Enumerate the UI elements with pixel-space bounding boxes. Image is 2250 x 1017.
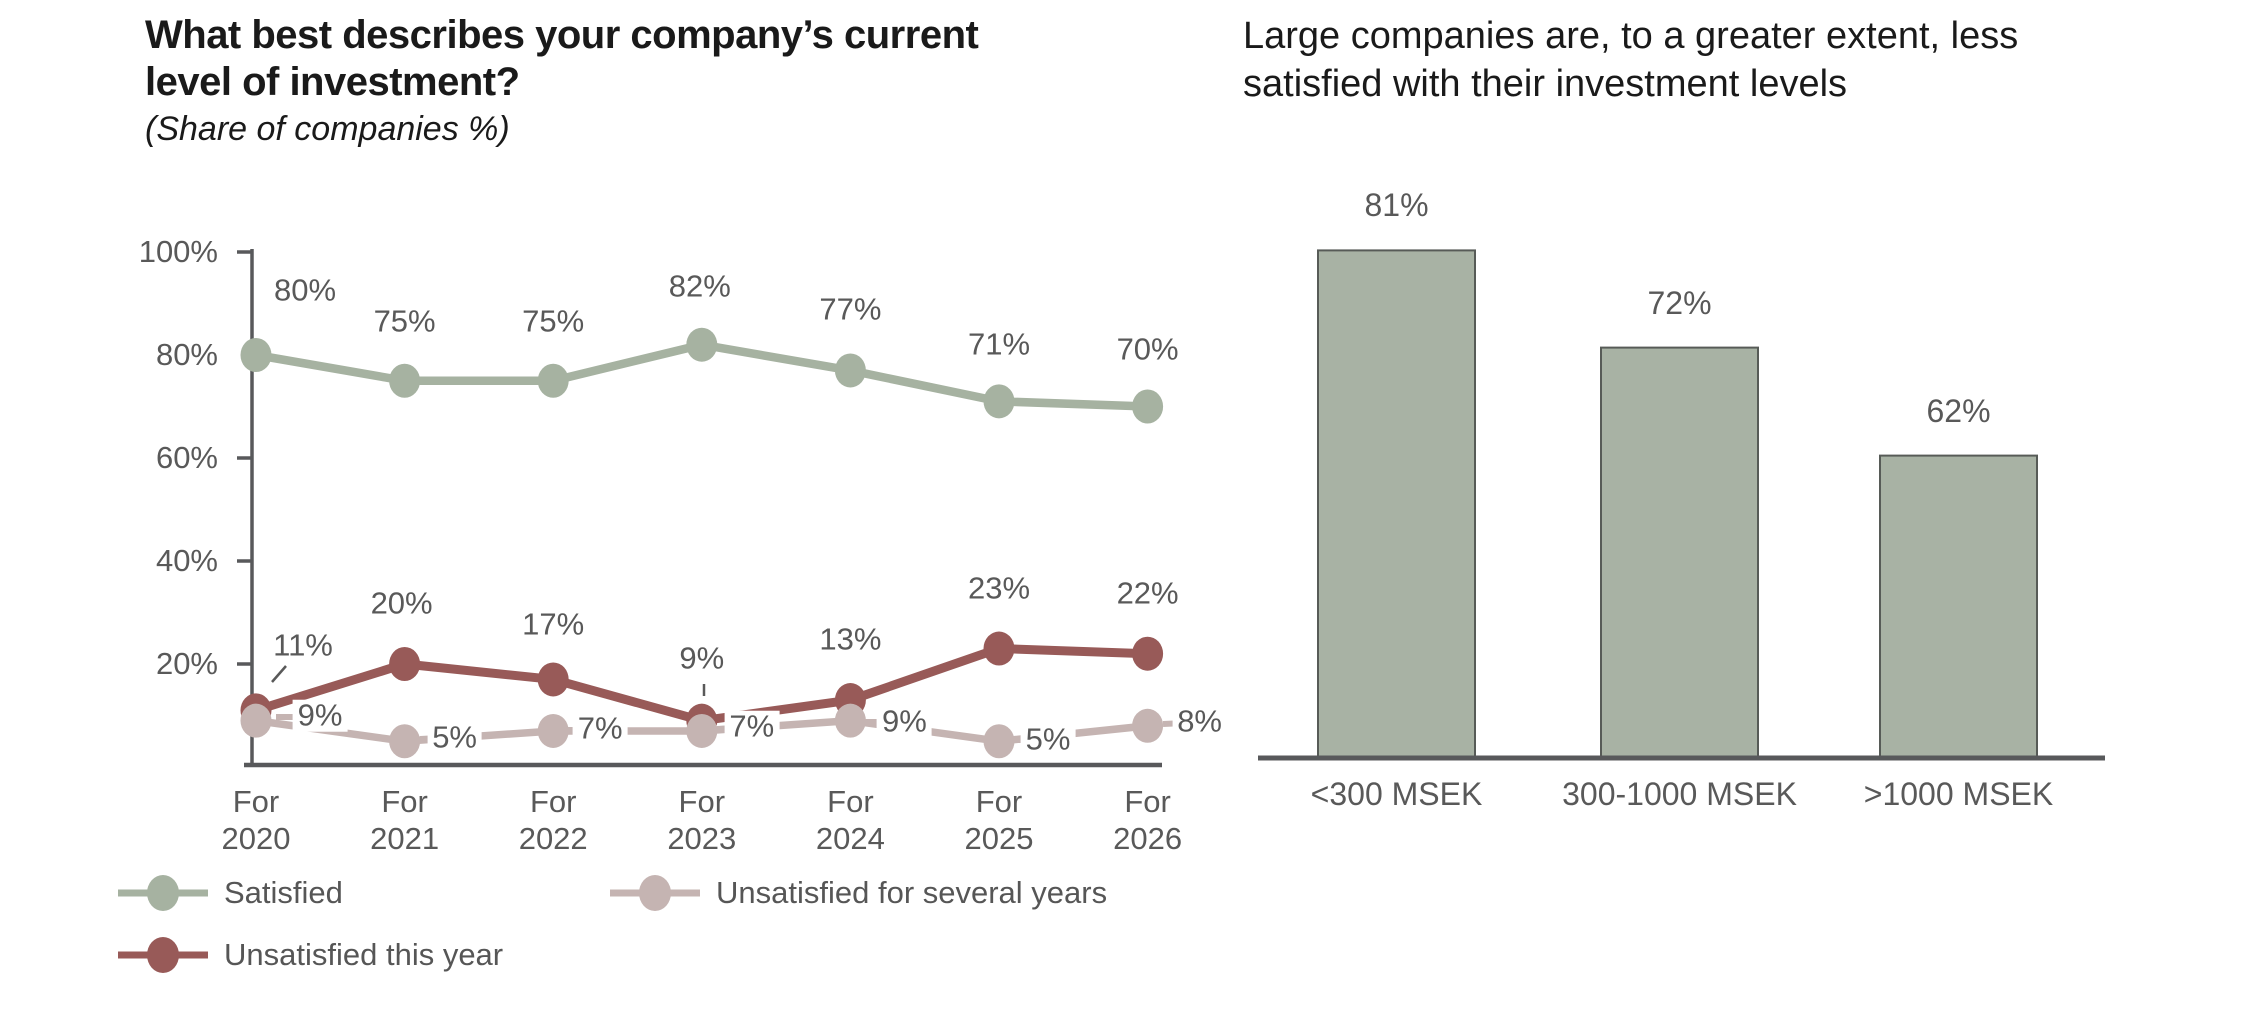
data-point bbox=[240, 338, 272, 372]
legend-label: Unsatisfied this year bbox=[224, 937, 504, 972]
legend-marker-icon bbox=[118, 937, 208, 973]
legend-item: Unsatisfied for several years bbox=[608, 871, 1107, 915]
legend-marker-icon bbox=[118, 875, 208, 911]
label-leader-11pct bbox=[271, 665, 287, 683]
y-tick-label: 20% bbox=[155, 646, 218, 681]
bar bbox=[1317, 249, 1476, 759]
x-tick-label-line: 2024 bbox=[815, 821, 885, 856]
legend-item: Satisfied bbox=[116, 871, 343, 915]
data-label: 8% bbox=[1172, 705, 1227, 739]
bar-value-label: 72% bbox=[1647, 284, 1712, 321]
bar bbox=[1600, 346, 1759, 759]
legend-label: Unsatisfied for several years bbox=[716, 875, 1108, 910]
x-tick-label-line: For bbox=[827, 784, 874, 819]
data-point bbox=[389, 647, 421, 681]
bar-chart-title-line1: Large companies are, to a greater extent… bbox=[1243, 15, 2019, 57]
y-tick-label: 40% bbox=[155, 543, 218, 578]
x-tick-label-line: 2020 bbox=[221, 821, 291, 856]
data-label: 5% bbox=[427, 721, 482, 755]
data-label: 13% bbox=[819, 621, 882, 657]
x-tick-label-line: For bbox=[381, 784, 428, 819]
data-label: 75% bbox=[373, 303, 436, 339]
data-label: 7% bbox=[572, 712, 628, 746]
data-label: 7% bbox=[724, 710, 780, 744]
data-point bbox=[537, 662, 569, 697]
data-label: 75% bbox=[522, 303, 585, 339]
data-point bbox=[834, 353, 866, 388]
x-tick-label-line: For bbox=[678, 784, 726, 819]
data-point bbox=[389, 724, 421, 759]
data-point bbox=[537, 713, 569, 748]
bar-chart-title: Large companies are, to a greater extent… bbox=[1243, 12, 2018, 108]
x-tick-label-line: For bbox=[529, 784, 577, 819]
data-label: 11% bbox=[273, 628, 333, 664]
bar bbox=[1879, 454, 2038, 759]
x-tick-label-line: 2022 bbox=[518, 821, 588, 856]
data-point bbox=[983, 724, 1015, 759]
data-point bbox=[389, 363, 421, 398]
legend-marker-icon bbox=[610, 875, 700, 911]
data-point bbox=[834, 703, 866, 738]
data-label: 23% bbox=[967, 570, 1031, 606]
data-label: 77% bbox=[819, 292, 882, 328]
x-tick-label: For 2025 bbox=[965, 783, 1034, 857]
x-tick-label-line: For bbox=[232, 784, 280, 819]
x-tick-label: For 2024 bbox=[816, 783, 885, 857]
data-point bbox=[537, 363, 569, 398]
data-label: 5% bbox=[1020, 723, 1076, 757]
data-label: 20% bbox=[370, 585, 433, 621]
legend-label: Satisfied bbox=[224, 875, 343, 910]
data-point bbox=[686, 713, 718, 748]
line-chart-title-line2: level of investment? bbox=[145, 60, 520, 104]
data-label: 17% bbox=[522, 607, 585, 643]
data-label: 71% bbox=[967, 327, 1031, 363]
data-point bbox=[686, 327, 718, 362]
data-point bbox=[1132, 389, 1164, 424]
bar-value-label: 62% bbox=[1926, 392, 1991, 429]
data-label: 22% bbox=[1116, 575, 1179, 611]
line-chart-title: What best describes your company’s curre… bbox=[145, 12, 979, 106]
data-label: 9% bbox=[876, 705, 932, 738]
x-tick-label-line: 2026 bbox=[1113, 821, 1183, 856]
x-tick-label-line: For bbox=[1124, 784, 1171, 819]
data-point bbox=[983, 384, 1015, 419]
x-tick-label: For 2026 bbox=[1113, 783, 1182, 857]
data-label: 82% bbox=[668, 268, 731, 304]
legend-item: Unsatisfied this year bbox=[116, 933, 503, 977]
x-tick-label: For 2020 bbox=[222, 783, 291, 857]
data-point bbox=[1132, 636, 1164, 671]
bar-category-label: >1000 MSEK bbox=[1863, 776, 2054, 813]
y-tick-label: 100% bbox=[138, 234, 218, 269]
x-tick-label-line: 2023 bbox=[667, 821, 737, 856]
data-label: 9% bbox=[292, 699, 348, 732]
bar-chart-title-line2: satisfied with their investment levels bbox=[1243, 63, 1848, 105]
y-tick-label: 60% bbox=[155, 440, 218, 475]
line-chart-title-line1: What best describes your company’s curre… bbox=[145, 13, 979, 57]
data-point bbox=[240, 703, 272, 738]
bar-category-label: <300 MSEK bbox=[1310, 776, 1483, 813]
data-point bbox=[983, 631, 1015, 666]
data-label: 9% bbox=[679, 640, 725, 676]
x-tick-label: For 2023 bbox=[667, 783, 736, 857]
x-tick-label-line: 2021 bbox=[370, 821, 440, 856]
data-label: 70% bbox=[1116, 331, 1179, 367]
bar-value-label: 81% bbox=[1364, 187, 1429, 224]
x-tick-label: For 2022 bbox=[519, 783, 588, 857]
data-label: 80% bbox=[273, 272, 337, 308]
bar-category-label: 300-1000 MSEK bbox=[1562, 776, 1797, 813]
x-tick-label-line: For bbox=[975, 784, 1023, 819]
y-tick-label: 80% bbox=[155, 337, 218, 372]
data-point bbox=[1132, 708, 1164, 743]
line-chart-subtitle: (Share of companies %) bbox=[145, 110, 510, 148]
x-tick-label: For 2021 bbox=[370, 783, 439, 857]
x-tick-label-line: 2025 bbox=[964, 821, 1034, 856]
